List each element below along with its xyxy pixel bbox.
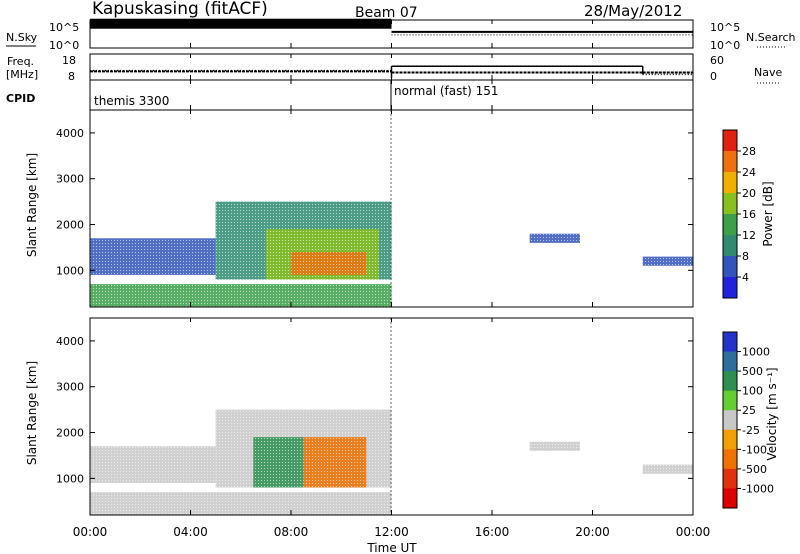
freq-label-line1: Freq. xyxy=(7,55,34,68)
nsearch-label: N.Search xyxy=(746,31,796,44)
colorbar-swatch xyxy=(723,449,737,470)
freq-label-line2: [MHz] xyxy=(6,68,38,81)
y-tick-label: 2000 xyxy=(56,427,84,440)
heatmap-texture xyxy=(90,284,392,307)
cpid-segment-0: themis 3300 xyxy=(94,94,169,108)
y-tick-label: 4000 xyxy=(56,335,84,348)
x-tick-label: 08:00 xyxy=(274,525,309,539)
y-tick-label: 3000 xyxy=(56,381,84,394)
colorbar-tick-label: 8 xyxy=(742,250,749,263)
freq-traces xyxy=(90,65,693,78)
station-title: Kapuskasing (fitACF) xyxy=(92,0,268,19)
x-tick-label: 20:00 xyxy=(575,525,610,539)
cpid-segment-1: normal (fast) 151 xyxy=(394,84,498,98)
heatmap-texture xyxy=(90,446,216,483)
heatmap-texture xyxy=(253,437,304,488)
y-tick-label: 3000 xyxy=(56,173,84,186)
colorbar-swatch xyxy=(723,172,737,194)
colorbar-tick-label: -500 xyxy=(742,463,767,476)
colorbar-tick-label: 1000 xyxy=(742,346,770,359)
x-tick-label: 12:00 xyxy=(374,525,409,539)
y-tick-label: 4000 xyxy=(56,127,84,140)
colorbar-tick-label: 12 xyxy=(742,229,756,242)
y-tick-label: 1000 xyxy=(56,472,84,485)
heatmap-texture xyxy=(90,492,392,515)
x-tick-label: 04:00 xyxy=(173,525,208,539)
velocity-colorbar-label: Velocity [m s⁻¹] xyxy=(765,367,779,460)
colorbar-tick-label: 500 xyxy=(742,365,763,378)
colorbar-tick-label: -25 xyxy=(742,424,760,437)
freq-tick-high: 18 xyxy=(62,54,76,67)
velocity-yticks: 1000 2000 3000 4000 xyxy=(56,335,693,485)
power-heatmap xyxy=(90,201,693,307)
colorbar-tick-label: 100 xyxy=(742,385,763,398)
colorbar-swatch xyxy=(723,235,737,257)
nsky-trace-band xyxy=(90,18,392,29)
colorbar-swatch xyxy=(723,332,737,353)
x-tick-label: 00:00 xyxy=(676,525,711,539)
colorbar-swatch xyxy=(723,151,737,173)
velocity-panel: 1000 2000 3000 4000 Slant Range [km] xyxy=(25,317,694,516)
freq-tick-low: 8 xyxy=(68,70,75,83)
colorbar-swatch xyxy=(723,277,737,299)
x-tick-label: 16:00 xyxy=(475,525,510,539)
velocity-heatmap xyxy=(90,409,693,515)
colorbar-tick-label: 4 xyxy=(742,271,749,284)
noise-tick-high-left: 10^5 xyxy=(49,21,79,34)
noise-panel: N.Sky 10^5 10^0 10^5 10^0 N.Search xyxy=(6,18,796,52)
colorbar-swatch xyxy=(723,390,737,411)
colorbar-tick-label: -100 xyxy=(742,443,767,456)
x-axis: 00:00 04:00 08:00 12:00 16:00 20:00 00:00 xyxy=(73,20,711,539)
heatmap-texture xyxy=(642,256,693,266)
heatmap-texture xyxy=(90,238,216,275)
colorbar-swatch xyxy=(723,214,737,236)
beam-title: Beam 07 xyxy=(355,5,418,21)
x-tick-label: 00:00 xyxy=(73,525,108,539)
colorbar-frame xyxy=(722,331,738,509)
power-colorbar-label: Power [dB] xyxy=(761,181,775,246)
power-ylabel: Slant Range [km] xyxy=(25,153,39,257)
nave-label: Nave xyxy=(754,66,782,79)
nave-tick-high: 60 xyxy=(710,54,724,67)
nave-tick-low: 0 xyxy=(710,70,717,83)
x-axis-label: Time UT xyxy=(366,541,417,554)
velocity-ylabel: Slant Range [km] xyxy=(25,361,39,465)
colorbar-swatch xyxy=(723,193,737,215)
colorbar-swatch xyxy=(723,256,737,278)
colorbar-swatch xyxy=(723,351,737,372)
cpid-label: CPID xyxy=(6,92,35,105)
colorbar-tick-label: 20 xyxy=(742,187,756,200)
colorbar-swatch xyxy=(723,410,737,431)
power-yticks: 1000 2000 3000 4000 xyxy=(56,127,693,277)
colorbar-swatch xyxy=(723,488,737,509)
frequency-panel: Freq. [MHz] 18 8 60 0 Nave xyxy=(6,53,782,84)
heatmap-texture xyxy=(303,437,367,488)
noise-tick-low-right: 10^0 xyxy=(710,39,740,52)
power-panel: 1000 2000 3000 4000 Slant Range [km] xyxy=(25,109,694,308)
colorbar-tick-label: 28 xyxy=(742,145,756,158)
colorbar-swatch xyxy=(723,468,737,489)
noise-traces xyxy=(90,18,693,36)
colorbar-swatch xyxy=(723,429,737,450)
power-colorbar: 4 8 12 16 20 24 28 xyxy=(722,129,756,299)
heatmap-texture xyxy=(529,441,580,451)
noise-tick-low-left: 10^0 xyxy=(49,39,79,52)
heatmap-texture xyxy=(291,252,367,275)
velocity-colorbar: 1000 500 100 25 -25 -100 -500 -1000 xyxy=(722,331,774,509)
colorbar-tick-label: 16 xyxy=(742,208,756,221)
colorbar-swatch xyxy=(723,371,737,392)
cpid-panel: CPID themis 3300 normal (fast) 151 xyxy=(6,79,694,111)
date-title: 28/May/2012 xyxy=(584,2,682,20)
nsky-label: N.Sky xyxy=(6,31,38,44)
colorbar-tick-label: -1000 xyxy=(742,482,774,495)
heatmap-texture xyxy=(642,464,693,474)
y-tick-label: 2000 xyxy=(56,219,84,232)
heatmap-texture xyxy=(529,233,580,243)
y-tick-label: 1000 xyxy=(56,264,84,277)
colorbar-tick-label: 25 xyxy=(742,404,756,417)
colorbar-swatch xyxy=(723,130,737,152)
colorbar-tick-label: 24 xyxy=(742,166,756,179)
noise-tick-high-right: 10^5 xyxy=(710,21,740,34)
